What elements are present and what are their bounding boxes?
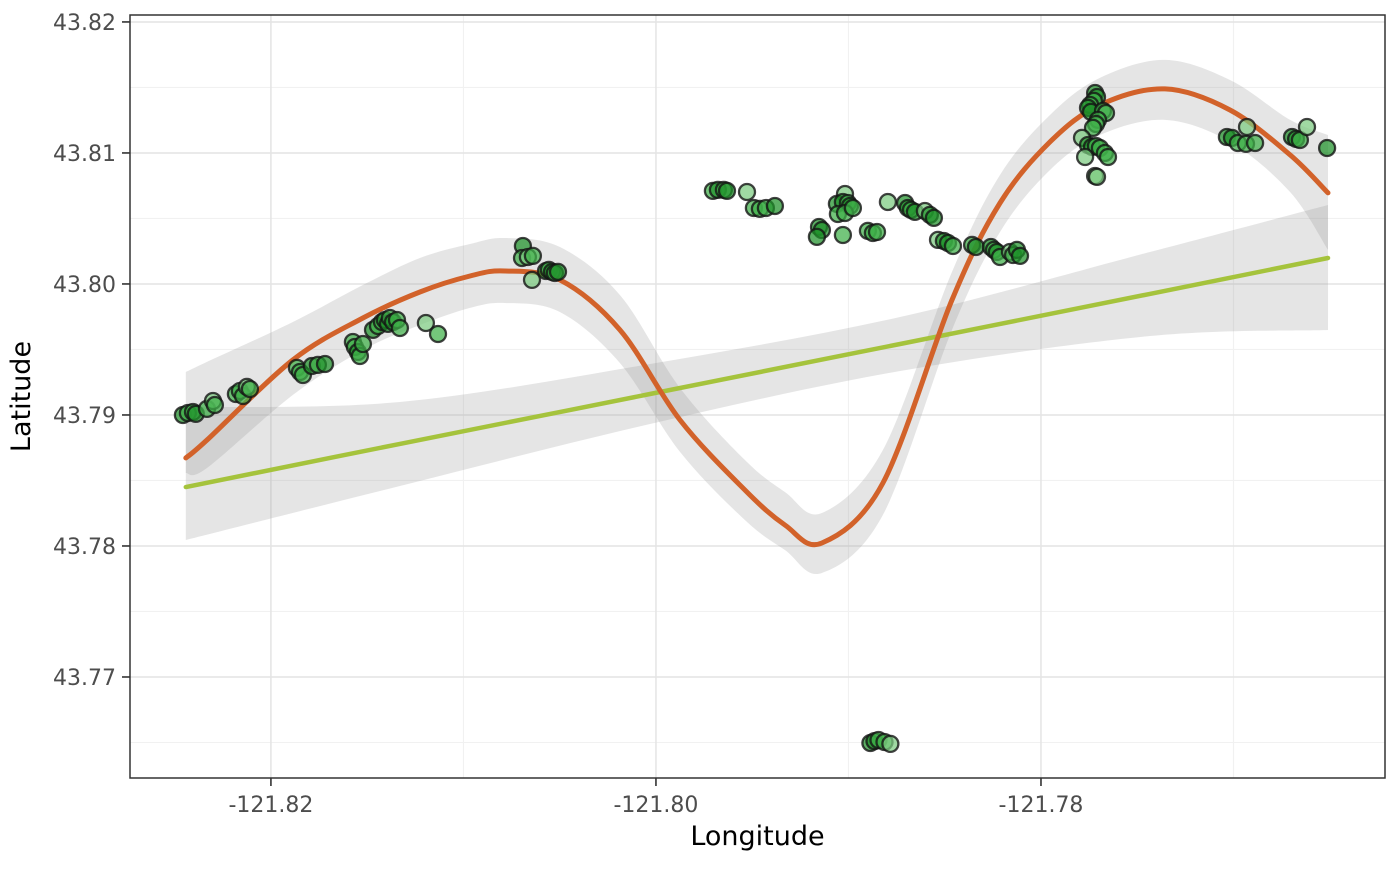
data-point	[1297, 117, 1317, 137]
data-point	[523, 246, 543, 266]
data-point	[717, 181, 737, 201]
x-tick-label: -121.80	[613, 793, 698, 818]
data-point	[1010, 246, 1030, 266]
axis-tick-labels: -121.82 -121.80 -121.78 43.82 43.81 43.80 43.7…	[53, 11, 1083, 818]
data-point	[807, 227, 827, 247]
x-axis-title: Longitude	[690, 821, 824, 852]
data-point	[353, 334, 373, 354]
y-tick-label: 43.82	[53, 11, 116, 36]
data-point	[1245, 133, 1265, 153]
data-point	[843, 198, 863, 218]
data-points	[173, 83, 1337, 754]
data-point	[1237, 117, 1257, 137]
y-tick-label: 43.78	[53, 535, 116, 560]
x-tick-label: -121.78	[999, 793, 1084, 818]
data-point	[737, 182, 757, 202]
linear-fit-line	[183, 255, 1331, 490]
data-point	[205, 395, 225, 415]
data-point	[548, 262, 568, 282]
data-point	[943, 236, 963, 256]
data-point	[428, 324, 448, 344]
data-point	[867, 222, 887, 242]
data-point	[390, 318, 410, 338]
data-point	[1083, 118, 1103, 138]
data-point	[966, 237, 986, 257]
confidence-bands	[185, 59, 1329, 575]
data-point	[765, 196, 785, 216]
loess-confidence-band	[185, 59, 1329, 575]
data-point	[1098, 147, 1118, 167]
data-point	[881, 734, 900, 754]
y-axis-title: Latitude	[6, 341, 37, 452]
loess-fit-line	[183, 86, 1331, 548]
y-tick-label: 43.79	[53, 404, 116, 429]
y-tick-label: 43.81	[53, 142, 116, 167]
y-tick-label: 43.80	[53, 273, 116, 298]
data-point	[878, 192, 898, 212]
major-gridlines	[130, 15, 1385, 778]
data-point	[1317, 138, 1337, 158]
y-tick-label: 43.77	[53, 666, 116, 691]
data-point	[924, 208, 944, 228]
data-point	[240, 379, 260, 399]
x-tick-label: -121.82	[228, 793, 313, 818]
axis-ticks	[122, 21, 1042, 786]
panel-border	[129, 14, 1386, 779]
smooth-lines	[183, 86, 1331, 548]
data-point	[416, 313, 436, 333]
data-point	[833, 225, 853, 245]
data-point	[315, 354, 335, 374]
data-point	[1087, 167, 1107, 187]
data-point	[1075, 147, 1095, 167]
data-point	[522, 270, 542, 290]
